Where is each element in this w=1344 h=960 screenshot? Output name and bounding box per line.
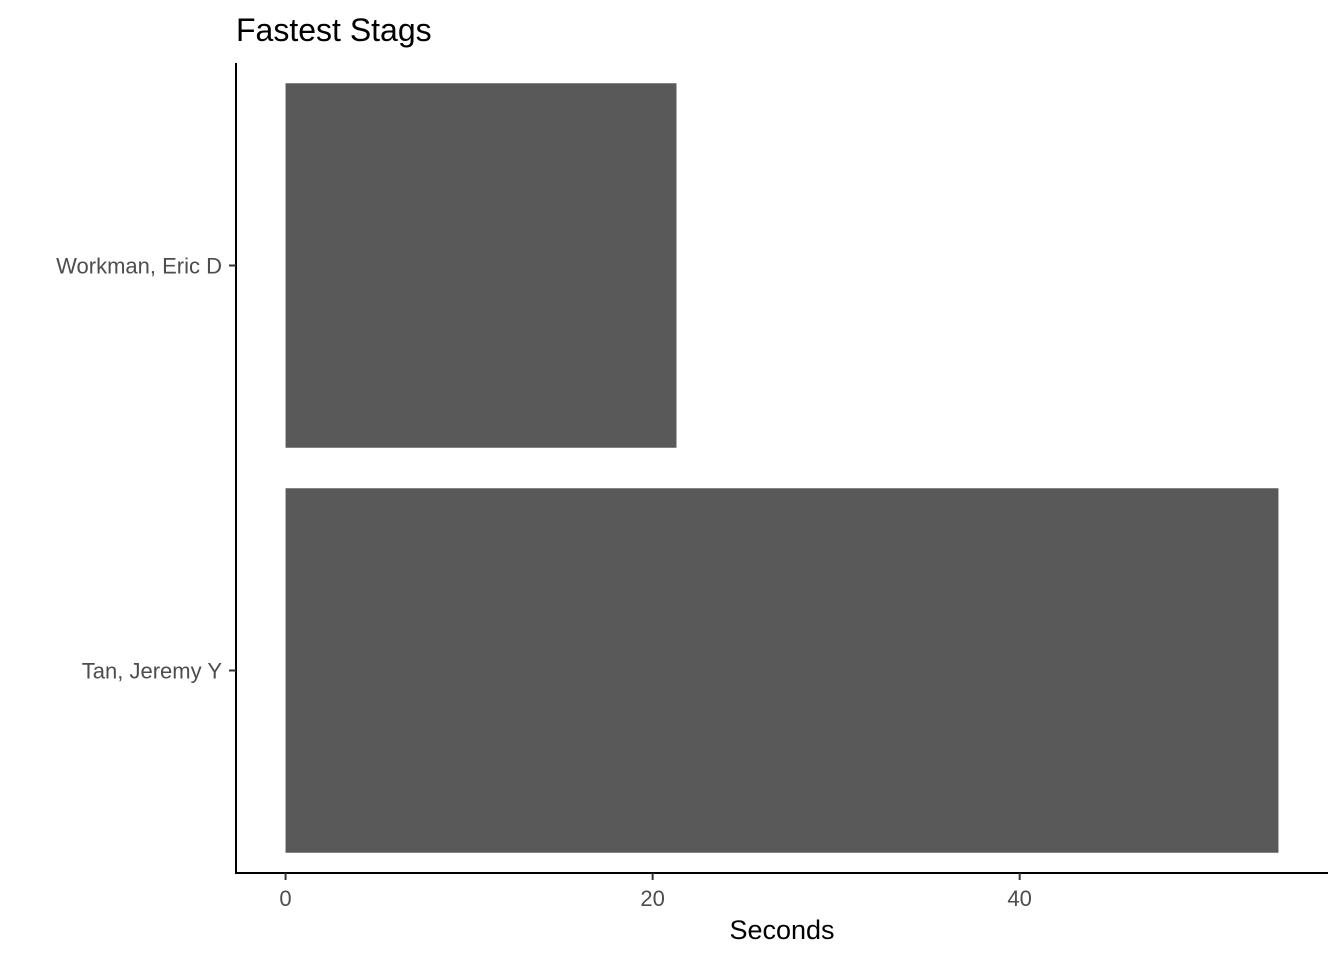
bar-tan-jeremy-y <box>285 488 1279 853</box>
x-axis: 0 20 40 <box>279 873 1032 911</box>
y-axis: Workman, Eric D Tan, Jeremy Y <box>56 254 236 684</box>
chart-title: Fastest Stags <box>236 12 432 48</box>
y-tick-label: Workman, Eric D <box>56 254 222 279</box>
x-axis-title: Seconds <box>729 915 834 945</box>
x-tick-label: 0 <box>279 886 291 911</box>
bar-workman-eric-d <box>285 83 677 448</box>
bars-layer <box>285 83 1279 853</box>
x-tick-label: 20 <box>640 886 664 911</box>
x-tick-label: 40 <box>1007 886 1031 911</box>
y-tick-label: Tan, Jeremy Y <box>82 659 223 684</box>
